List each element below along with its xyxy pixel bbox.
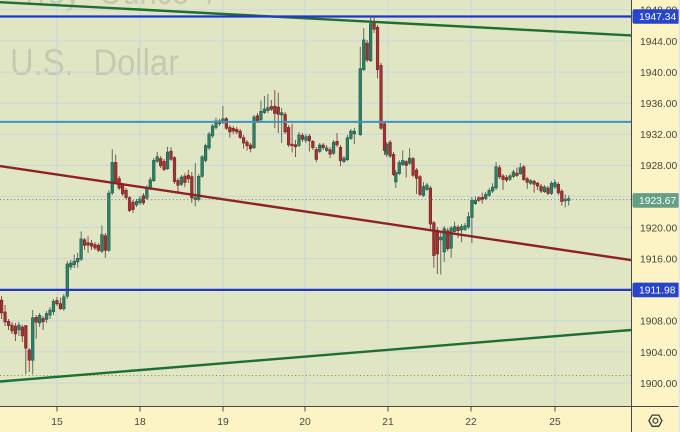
svg-text:1908.00: 1908.00	[640, 317, 677, 328]
svg-text:15: 15	[51, 417, 63, 428]
svg-text:20: 20	[299, 417, 311, 428]
svg-text:21: 21	[382, 417, 394, 428]
svg-text:1947.34: 1947.34	[639, 12, 676, 23]
svg-text:1928.00: 1928.00	[640, 161, 677, 172]
svg-text:1932.00: 1932.00	[640, 130, 677, 141]
svg-text:1936.00: 1936.00	[640, 99, 677, 110]
svg-text:1920.00: 1920.00	[640, 223, 677, 234]
svg-text:Troy Ounce /: Troy Ounce /	[20, 0, 217, 12]
svg-text:1911.98: 1911.98	[639, 286, 676, 297]
svg-text:U.S. Dollar: U.S. Dollar	[10, 42, 179, 83]
svg-text:18: 18	[134, 417, 146, 428]
svg-text:1900.00: 1900.00	[640, 379, 677, 390]
svg-text:25: 25	[549, 417, 561, 428]
svg-text:1940.00: 1940.00	[640, 68, 677, 79]
svg-text:22: 22	[465, 417, 477, 428]
svg-text:19: 19	[217, 417, 229, 428]
svg-text:1944.00: 1944.00	[640, 37, 677, 48]
svg-text:1916.00: 1916.00	[640, 255, 677, 266]
svg-text:1904.00: 1904.00	[640, 348, 677, 359]
svg-text:1923.67: 1923.67	[639, 196, 676, 207]
